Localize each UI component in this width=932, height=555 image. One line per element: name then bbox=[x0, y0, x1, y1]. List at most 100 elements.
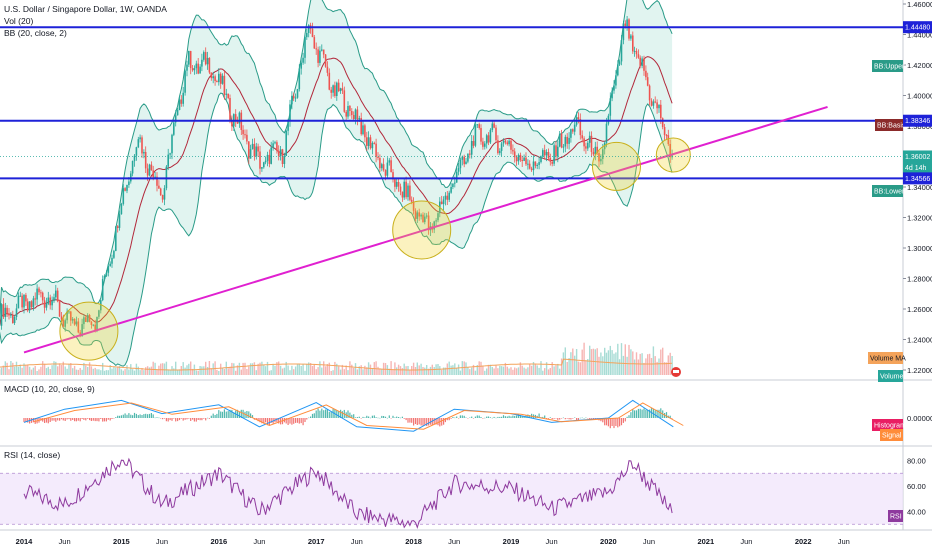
histogram-bar bbox=[437, 418, 438, 425]
volume-bar bbox=[287, 366, 288, 376]
volume-bar bbox=[261, 362, 262, 375]
histogram-bar bbox=[672, 418, 673, 419]
rsi-indicator-label[interactable]: RSI (14, close) bbox=[4, 450, 60, 460]
candle-body bbox=[501, 144, 503, 151]
candle-body bbox=[53, 297, 55, 301]
candle-body bbox=[405, 182, 407, 198]
candle-body bbox=[239, 113, 241, 124]
candle-body bbox=[46, 304, 48, 308]
volume-bar bbox=[233, 363, 234, 375]
volume-bar bbox=[20, 365, 21, 375]
histogram-bar bbox=[141, 415, 142, 418]
highlight-circle-2 bbox=[393, 201, 451, 259]
histogram-bar bbox=[188, 418, 189, 419]
tag-signal-text: Signal bbox=[882, 433, 902, 440]
histogram-bar bbox=[194, 418, 195, 422]
candle-body bbox=[179, 100, 181, 111]
candle-body bbox=[527, 164, 529, 165]
volume-bar bbox=[175, 362, 176, 375]
volume-bar bbox=[507, 367, 508, 375]
volume-bar bbox=[269, 371, 270, 375]
histogram-bar bbox=[198, 418, 199, 420]
volume-bar bbox=[630, 349, 631, 375]
volume-bar bbox=[314, 365, 315, 375]
histogram-bar bbox=[415, 418, 416, 424]
candle-body bbox=[291, 96, 293, 105]
volume-bar bbox=[615, 352, 616, 375]
candle-body bbox=[306, 33, 308, 37]
volume-bar bbox=[353, 368, 354, 375]
histogram-bar bbox=[634, 410, 635, 418]
volume-bar bbox=[456, 368, 457, 375]
candle-body bbox=[503, 141, 505, 144]
volume-bar bbox=[653, 346, 654, 375]
volume-bar bbox=[479, 361, 480, 375]
histogram-bar bbox=[355, 417, 356, 418]
volume-bar bbox=[460, 371, 461, 375]
volume-bar bbox=[145, 367, 146, 375]
macd-indicator-label[interactable]: MACD (10, 20, close, 9) bbox=[4, 384, 95, 394]
volume-bar bbox=[480, 362, 481, 375]
volume-bar bbox=[183, 362, 184, 375]
tag-bb-basis: BB:Basis bbox=[875, 119, 906, 131]
volume-bar bbox=[495, 366, 496, 375]
volume-bar bbox=[76, 370, 77, 375]
volume-bar bbox=[50, 369, 51, 375]
time-tick-label: 2016 bbox=[210, 537, 227, 546]
volume-bar bbox=[434, 367, 435, 375]
symbol-title: U.S. Dollar / Singapore Dollar, 1W, OAND… bbox=[4, 4, 167, 14]
volume-bar bbox=[171, 366, 172, 375]
candle-body bbox=[651, 101, 653, 106]
histogram-bar bbox=[310, 417, 311, 419]
histogram-bar bbox=[226, 412, 227, 418]
histogram-bar bbox=[162, 418, 163, 419]
candle-body bbox=[23, 295, 25, 308]
histogram-bar bbox=[91, 418, 92, 421]
histogram-bar bbox=[89, 418, 90, 420]
volume-bar bbox=[493, 369, 494, 376]
candle-body bbox=[300, 63, 302, 69]
volume-bar bbox=[87, 367, 88, 375]
volume-bar bbox=[295, 367, 296, 376]
histogram-bar bbox=[196, 418, 197, 422]
bb-indicator-label[interactable]: BB (20, close, 2) bbox=[4, 28, 67, 38]
volume-bar bbox=[387, 365, 388, 375]
volume-bar bbox=[98, 369, 99, 375]
time-tick-label: Jun bbox=[448, 537, 460, 546]
rsi-tick-label: 60.00 bbox=[907, 482, 926, 491]
candle-body bbox=[531, 169, 533, 171]
volume-bar bbox=[553, 366, 554, 375]
candle-body bbox=[460, 160, 462, 168]
candle-body bbox=[649, 86, 651, 101]
volume-bar bbox=[134, 371, 135, 375]
histogram-bar bbox=[569, 418, 570, 419]
candle-body bbox=[59, 301, 61, 316]
candle-body bbox=[591, 136, 593, 152]
volume-bar bbox=[370, 365, 371, 375]
histogram-bar bbox=[158, 418, 159, 419]
histogram-bar bbox=[488, 417, 489, 419]
candle-body bbox=[119, 214, 121, 228]
volume-bar bbox=[482, 366, 483, 375]
volume-bar bbox=[68, 364, 69, 375]
time-tick-label: 2015 bbox=[113, 537, 130, 546]
volume-bar bbox=[390, 361, 391, 375]
volume-bar bbox=[555, 365, 556, 375]
candle-body bbox=[660, 105, 662, 118]
volume-bar bbox=[80, 368, 81, 375]
volume-bar bbox=[115, 368, 116, 375]
candle-body bbox=[340, 88, 342, 91]
volume-bar bbox=[57, 366, 58, 375]
volume-bar bbox=[216, 370, 217, 375]
candle-body bbox=[583, 138, 585, 146]
volume-bar bbox=[574, 356, 575, 375]
vol-indicator-label[interactable]: Vol (20) bbox=[4, 16, 33, 26]
candle-body bbox=[196, 64, 198, 69]
volume-bar bbox=[565, 347, 566, 375]
tag-last-price: 1.36002 bbox=[903, 150, 932, 162]
histogram-bar bbox=[458, 418, 459, 419]
histogram-bar bbox=[200, 418, 201, 420]
tag-hline-mid: 1.38346 bbox=[903, 115, 932, 127]
